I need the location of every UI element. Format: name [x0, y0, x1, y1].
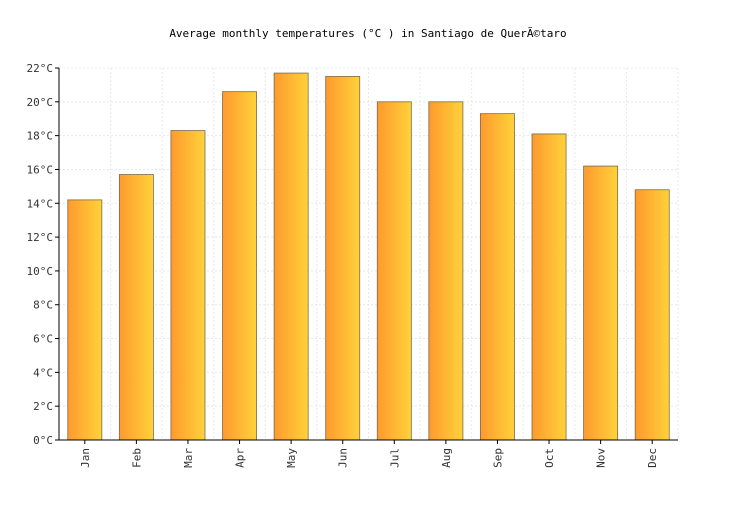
- y-tick-label: 10°C: [27, 265, 54, 278]
- bar-apr: [222, 91, 257, 441]
- y-tick-label: 22°C: [27, 62, 54, 75]
- bar-nov: [583, 165, 619, 441]
- x-tick-label: Mar: [182, 448, 195, 468]
- bar-oct: [531, 133, 567, 441]
- x-tick-label: Dec: [646, 448, 659, 468]
- axes: [55, 67, 678, 444]
- x-tick-label: Jun: [337, 448, 350, 468]
- y-tick-label: 8°C: [33, 299, 53, 312]
- bars: [67, 72, 670, 441]
- bar-jun: [325, 76, 361, 441]
- y-tick-label: 20°C: [27, 96, 54, 109]
- x-tick-label: Nov: [595, 448, 608, 468]
- y-tick-label: 12°C: [27, 231, 54, 244]
- x-tick-labels: Jan Feb Mar Apr May Jun Jul Aug Sep Oct Nov Dec: [79, 448, 659, 468]
- x-tick-label: May: [285, 448, 298, 468]
- bar-dec: [634, 189, 670, 441]
- bar-may: [273, 72, 309, 441]
- y-tick-label: 4°C: [33, 366, 53, 379]
- bar-feb: [118, 174, 154, 441]
- y-tick-label: 0°C: [33, 434, 53, 447]
- bar-sep: [480, 113, 515, 441]
- grid-lines: [59, 67, 679, 440]
- x-tick-label: Aug: [440, 448, 453, 468]
- y-tick-label: 6°C: [33, 333, 53, 346]
- bar-jan: [67, 199, 103, 441]
- y-tick-label: 14°C: [27, 197, 54, 210]
- y-tick-label: 16°C: [27, 163, 54, 176]
- y-tick-label: 18°C: [27, 130, 54, 143]
- bar-aug: [428, 101, 464, 441]
- y-tick-labels: 0°C 2°C 4°C 6°C 8°C 10°C 12°C 14°C 16°C 18°C 20°C 2…: [27, 62, 54, 447]
- x-tick-label: Feb: [130, 448, 143, 468]
- bar-jul: [376, 101, 412, 441]
- x-tick-label: Jul: [388, 448, 401, 468]
- x-tick-label: Jan: [79, 448, 92, 468]
- x-tick-label: Oct: [543, 448, 556, 468]
- y-tick-label: 2°C: [33, 400, 53, 413]
- x-tick-label: Apr: [234, 448, 247, 468]
- bar-mar: [170, 130, 206, 441]
- chart-title: Average monthly temperatures (°C ) in Sa…: [169, 27, 566, 40]
- x-tick-label: Sep: [491, 448, 504, 468]
